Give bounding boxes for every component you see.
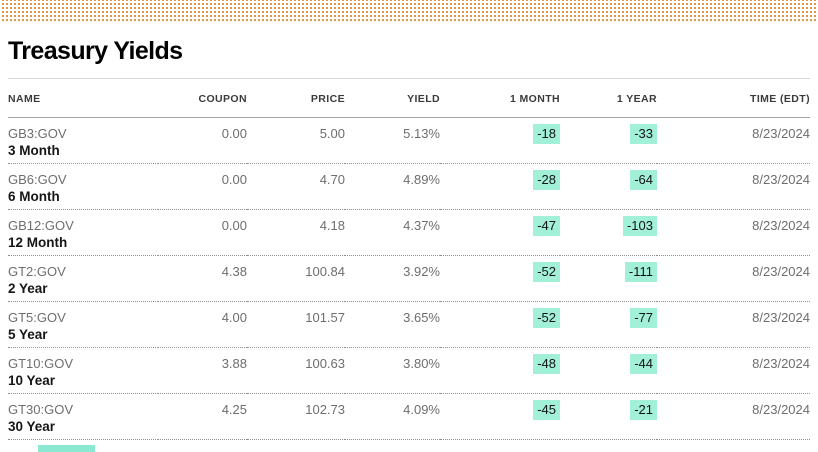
1year-change-cell: -33 xyxy=(560,117,657,164)
1month-change-cell: -52 xyxy=(440,255,560,302)
yield-value: 3.80% xyxy=(345,347,440,394)
table-row: GT2:GOV 2 Year 4.38 100.84 3.92% -52 -11… xyxy=(8,255,810,302)
time-value: 8/23/2024 xyxy=(657,163,810,210)
coupon-value: 0.00 xyxy=(158,209,247,256)
time-value: 8/23/2024 xyxy=(657,301,810,348)
table-row: GB6:GOV 6 Month 0.00 4.70 4.89% -28 -64 … xyxy=(8,163,810,210)
table-header: NAME COUPON PRICE YIELD 1 MONTH 1 YEAR T… xyxy=(8,79,810,118)
1month-change-cell: -52 xyxy=(440,301,560,348)
1month-change-badge: -18 xyxy=(533,124,560,144)
1month-change-cell: -47 xyxy=(440,209,560,256)
security-maturity-label: 12 Month xyxy=(8,235,68,250)
time-value: 8/23/2024 xyxy=(657,117,810,164)
security-name-cell[interactable]: GB3:GOV 3 Month xyxy=(8,117,158,164)
column-header-yield: YIELD xyxy=(345,79,440,118)
1year-change-badge: -44 xyxy=(630,354,657,374)
1year-change-cell: -44 xyxy=(560,347,657,394)
security-name-cell[interactable]: GB6:GOV 6 Month xyxy=(8,163,158,210)
1year-change-cell: -111 xyxy=(560,255,657,302)
security-maturity-label: 10 Year xyxy=(8,373,56,388)
security-maturity-label: 6 Month xyxy=(8,189,60,204)
security-name-cell[interactable]: GB12:GOV 12 Month xyxy=(8,209,158,256)
table-row: GT5:GOV 5 Year 4.00 101.57 3.65% -52 -77… xyxy=(8,301,810,348)
1year-change-badge: -103 xyxy=(622,216,657,236)
1month-change-badge: -48 xyxy=(533,354,560,374)
coupon-value: 3.88 xyxy=(158,347,247,394)
clipped-teal-element xyxy=(38,445,95,452)
price-value: 4.18 xyxy=(247,209,345,256)
security-maturity-label: 5 Year xyxy=(8,327,48,342)
halftone-dot-banner xyxy=(0,0,818,22)
security-maturity-label: 2 Year xyxy=(8,281,48,296)
price-value: 100.84 xyxy=(247,255,345,302)
1month-change-badge: -47 xyxy=(533,216,560,236)
security-maturity-label: 30 Year xyxy=(8,419,56,434)
security-name-cell[interactable]: GT30:GOV 30 Year xyxy=(8,393,158,440)
1year-change-badge: -33 xyxy=(630,124,657,144)
column-header-coupon: COUPON xyxy=(158,79,247,118)
yield-value: 4.09% xyxy=(345,393,440,440)
yield-value: 3.65% xyxy=(345,301,440,348)
1month-change-cell: -48 xyxy=(440,347,560,394)
treasury-yields-table: NAME COUPON PRICE YIELD 1 MONTH 1 YEAR T… xyxy=(8,79,810,440)
table-row: GB3:GOV 3 Month 0.00 5.00 5.13% -18 -33 … xyxy=(8,117,810,164)
1year-change-cell: -77 xyxy=(560,301,657,348)
price-value: 101.57 xyxy=(247,301,345,348)
price-value: 100.63 xyxy=(247,347,345,394)
time-value: 8/23/2024 xyxy=(657,393,810,440)
1month-change-cell: -45 xyxy=(440,393,560,440)
security-ticker-link[interactable]: GB12:GOV xyxy=(8,218,74,233)
yield-value: 3.92% xyxy=(345,255,440,302)
table-row: GT30:GOV 30 Year 4.25 102.73 4.09% -45 -… xyxy=(8,393,810,440)
yield-value: 5.13% xyxy=(345,117,440,164)
column-header-name: NAME xyxy=(8,79,158,118)
table-row: GB12:GOV 12 Month 0.00 4.18 4.37% -47 -1… xyxy=(8,209,810,256)
security-ticker-link[interactable]: GB3:GOV xyxy=(8,126,67,141)
1year-change-badge: -111 xyxy=(624,262,657,282)
1month-change-badge: -45 xyxy=(533,400,560,420)
coupon-value: 4.00 xyxy=(158,301,247,348)
price-value: 102.73 xyxy=(247,393,345,440)
1month-change-badge: -52 xyxy=(533,262,560,282)
time-value: 8/23/2024 xyxy=(657,255,810,302)
column-header-price: PRICE xyxy=(247,79,345,118)
coupon-value: 4.38 xyxy=(158,255,247,302)
1year-change-cell: -21 xyxy=(560,393,657,440)
1month-change-cell: -28 xyxy=(440,163,560,210)
yield-value: 4.37% xyxy=(345,209,440,256)
title-divider xyxy=(8,78,810,79)
security-name-cell[interactable]: GT5:GOV 5 Year xyxy=(8,301,158,348)
column-header-1month: 1 MONTH xyxy=(440,79,560,118)
time-value: 8/23/2024 xyxy=(657,347,810,394)
price-value: 4.70 xyxy=(247,163,345,210)
column-header-1year: 1 YEAR xyxy=(560,79,657,118)
page-title: Treasury Yields xyxy=(8,37,183,65)
security-ticker-link[interactable]: GB6:GOV xyxy=(8,172,67,187)
1year-change-badge: -21 xyxy=(630,400,657,420)
security-ticker-link[interactable]: GT5:GOV xyxy=(8,310,66,325)
column-header-time: TIME (EDT) xyxy=(657,79,810,118)
security-name-cell[interactable]: GT2:GOV 2 Year xyxy=(8,255,158,302)
yield-value: 4.89% xyxy=(345,163,440,210)
security-name-cell[interactable]: GT10:GOV 10 Year xyxy=(8,347,158,394)
1month-change-badge: -52 xyxy=(533,308,560,328)
1month-change-badge: -28 xyxy=(533,170,560,190)
1year-change-badge: -77 xyxy=(630,308,657,328)
coupon-value: 0.00 xyxy=(158,163,247,210)
table-row: GT10:GOV 10 Year 3.88 100.63 3.80% -48 -… xyxy=(8,347,810,394)
time-value: 8/23/2024 xyxy=(657,209,810,256)
security-ticker-link[interactable]: GT30:GOV xyxy=(8,402,74,417)
1year-change-badge: -64 xyxy=(630,170,657,190)
1year-change-cell: -103 xyxy=(560,209,657,256)
security-maturity-label: 3 Month xyxy=(8,143,60,158)
coupon-value: 0.00 xyxy=(158,117,247,164)
price-value: 5.00 xyxy=(247,117,345,164)
coupon-value: 4.25 xyxy=(158,393,247,440)
1year-change-cell: -64 xyxy=(560,163,657,210)
security-ticker-link[interactable]: GT10:GOV xyxy=(8,356,74,371)
1month-change-cell: -18 xyxy=(440,117,560,164)
security-ticker-link[interactable]: GT2:GOV xyxy=(8,264,66,279)
treasury-yields-section: Treasury Yields NAME COUPON PRICE YIELD … xyxy=(0,37,818,440)
